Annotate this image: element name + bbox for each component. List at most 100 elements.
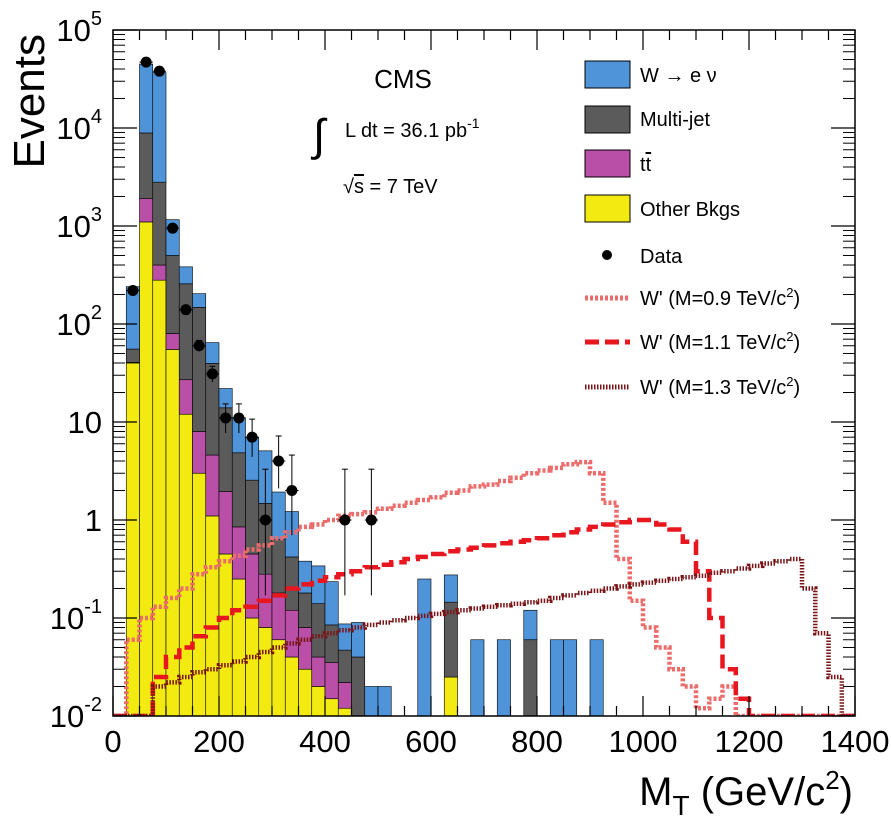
signal-wp09 [113,459,855,716]
x-tick-label: 400 [299,724,351,759]
data-point-2 [153,65,165,77]
legend-marker-data [602,250,612,260]
legend-label-multijet: Multi-jet [640,109,710,131]
bar-multijet-15 [324,624,339,663]
bar-other-24 [443,676,458,716]
bar-wenu-5 [192,293,207,308]
bar-wenu-19 [377,686,392,716]
data-point-7 [220,412,232,424]
bar-wenu-33 [563,639,578,716]
y-tick-label: 104 [56,106,102,146]
bar-wenu-6 [205,342,220,364]
data-point-15 [365,514,377,526]
bar-multijet-3 [165,255,180,334]
bar-ttbar-3 [165,333,180,350]
bar-wenu-30 [523,609,538,641]
y-tick-label: 102 [56,302,102,342]
bar-wenu-0 [125,286,140,350]
signal-wp11 [113,517,855,716]
bar-wenu-1 [139,63,154,134]
legend-entry-other: Other Bkgs [584,194,740,223]
legend-entry-wenu: W → e ν [584,60,717,89]
axis-ticks [112,29,856,717]
bar-multijet-17 [351,656,366,716]
bar-ttbar-6 [205,454,220,517]
bar-wenu-26 [470,639,485,716]
legend-label-wenu: W → e ν [640,65,717,87]
energy-label: √s = 7 TeV [343,176,438,198]
bar-other-13 [298,668,313,716]
bar-ttbar-12 [284,609,299,658]
bar-ttbar-14 [311,656,326,687]
x-tick-label: 800 [511,724,563,759]
signal-curves [113,459,855,716]
bar-wenu-22 [417,578,432,716]
legend-label-wp13: W' (M=1.3 TeV/c2) [640,374,800,399]
bar-other-14 [311,686,326,716]
x-tick-label: 1200 [715,724,784,759]
legend-entry-multijet: Multi-jet [584,105,710,134]
bar-wenu-15 [324,581,339,626]
data-point-10 [259,514,271,526]
data-points [126,56,378,596]
data-point-11 [273,455,285,467]
bar-other-11 [271,639,286,716]
bar-multijet-13 [298,592,313,628]
bar-multijet-11 [271,539,286,594]
data-point-6 [206,368,218,380]
bar-other-9 [245,617,260,716]
bar-ttbar-16 [337,682,352,709]
x-axis-title: MT (GeV/c2) [639,765,853,821]
legend-swatch-ttbar [584,149,631,178]
bar-multijet-12 [284,556,299,611]
x-tick-label: 1000 [609,724,678,759]
bar-multijet-14 [311,603,326,658]
bar-ttbar-11 [271,592,286,641]
data-point-5 [193,340,205,352]
bar-other-2 [152,279,167,716]
bar-ttbar-7 [218,491,233,555]
data-point-3 [167,222,179,234]
legend-entry-data: Data [602,246,683,268]
bar-ttbar-4 [178,379,193,415]
bar-ttbar-1 [139,198,154,223]
bar-wenu-18 [364,686,379,716]
bar-wenu-4 [178,266,193,285]
legend-entry-wp09: W' (M=0.9 TeV/c2) [585,285,800,310]
bar-wenu-28 [496,639,511,716]
x-tick-label: 0 [104,724,121,759]
bar-multijet-8 [231,452,246,528]
lumi-integral-sign: ∫ [310,111,328,160]
data-point-12 [286,484,298,496]
bar-other-7 [218,553,233,716]
legend-label-data: Data [640,246,683,268]
y-tick-label: 10-2 [50,694,102,734]
chart-title: CMS [374,64,432,94]
bar-multijet-0 [125,348,140,363]
data-point-9 [246,431,258,443]
legend-entry-wp11: W' (M=1.1 TeV/c2) [585,329,800,354]
bar-other-16 [337,707,352,716]
bar-ttbar-2 [152,264,167,281]
legend-label-wp09: W' (M=0.9 TeV/c2) [640,285,800,310]
data-point-14 [339,514,351,526]
bar-wenu-2 [152,72,167,183]
x-tick-label: 1400 [821,724,890,759]
bar-multijet-1 [139,132,154,199]
bar-multijet-9 [245,479,260,555]
y-axis-title: Events [5,34,54,169]
bar-ttbar-5 [192,431,207,474]
bar-wenu-24 [443,574,458,603]
data-point-1 [140,56,152,68]
legend-label-other: Other Bkgs [640,199,740,221]
legend-label-ttbar: tt [640,154,652,176]
bar-ttbar-13 [298,627,313,670]
bar-other-12 [284,656,299,716]
bar-wenu-35 [589,639,604,716]
legend: W → e ν Multi-jet tt Other Bkgs Data W' … [584,60,800,399]
x-tick-label: 200 [193,724,245,759]
bar-wenu-17 [351,622,366,658]
y-tick-label: 105 [56,8,102,48]
y-tick-label: 10 [68,405,102,440]
